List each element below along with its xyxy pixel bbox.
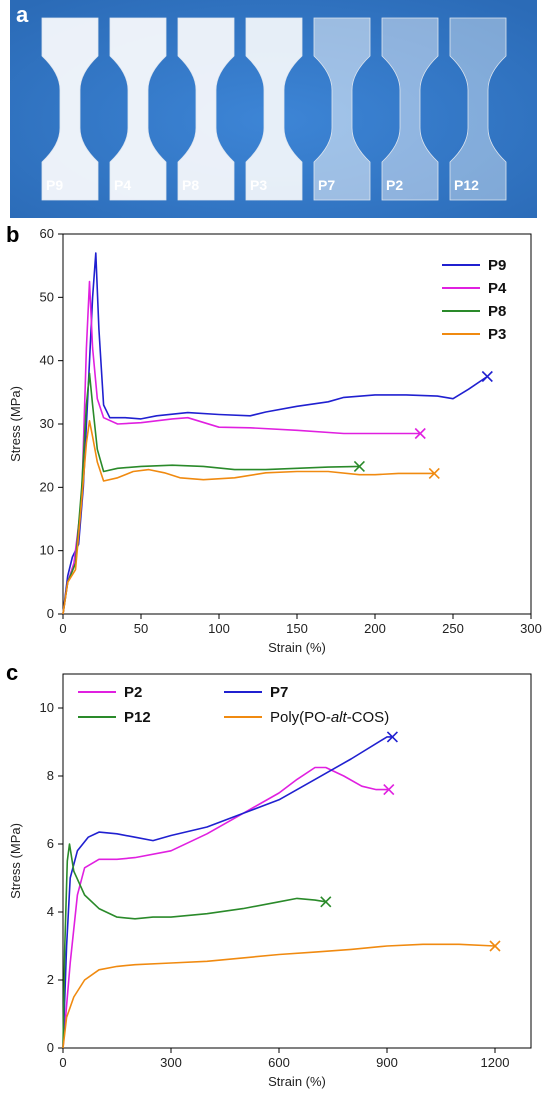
x-tick-label: 300: [520, 621, 542, 636]
stress-strain-chart-b: b 0 50 100 150 200 250 300 0 10 20 30 40 50 60 Strain (…: [6, 222, 542, 655]
series-line-p3: [62, 420, 435, 615]
break-marker-p9: [481, 370, 493, 383]
series-line-p9: [62, 252, 488, 615]
x-axis-label: Strain (%): [268, 640, 326, 655]
x-tick-label: 0: [59, 1055, 66, 1070]
specimen-label-p3: P3: [250, 177, 267, 193]
specimen-p3: [245, 17, 303, 201]
y-tick-label: 40: [40, 353, 54, 368]
y-tick-label: 4: [47, 904, 54, 919]
specimen-p9: [41, 17, 99, 201]
x-tick-label: 50: [134, 621, 148, 636]
specimen-photo-panel: a P9 P4 P8 P3 P7 P2 P12: [10, 0, 537, 218]
y-tick-label: 0: [47, 1040, 54, 1055]
specimen-p4: [109, 17, 167, 201]
break-marker-p8: [353, 460, 365, 472]
y-tick-label: 20: [40, 479, 54, 494]
y-tick-label: 2: [47, 972, 54, 987]
x-tick-label: 250: [442, 621, 464, 636]
x-tick-label: 300: [160, 1055, 182, 1070]
break-marker-p2: [383, 784, 395, 796]
series-line-p8: [62, 372, 360, 615]
series-line-p12: [62, 843, 326, 1049]
plot-frame: [62, 233, 532, 615]
specimen-p12: [449, 17, 507, 201]
y-axis-label: Stress (MPa): [8, 386, 23, 462]
legend-label-p4: P4: [488, 280, 507, 297]
y-tick-label: 0: [47, 606, 54, 621]
x-axis-label: Strain (%): [268, 1074, 326, 1089]
stress-strain-chart-c: c 0 300 600 900 1200 0 2 4 6 8 10 Strain (%) Stress (…: [6, 660, 532, 1089]
break-marker-p3: [428, 467, 440, 479]
specimen-p2: [381, 17, 439, 201]
x-tick-label: 150: [286, 621, 308, 636]
break-marker-p4: [414, 427, 426, 440]
legend-label-p12: P12: [124, 709, 151, 726]
break-marker-poly-po-alt-cos: [489, 940, 501, 952]
legend-label-p7: P7: [270, 684, 288, 701]
x-tick-label: 600: [268, 1055, 290, 1070]
legend-label-p9: P9: [488, 257, 506, 274]
x-tick-label: 200: [364, 621, 386, 636]
y-tick-label: 60: [40, 226, 54, 241]
legend-label-p8: P8: [488, 303, 506, 320]
break-marker-p7: [386, 731, 398, 743]
x-tick-label: 900: [376, 1055, 398, 1070]
panel-letter-a: a: [16, 2, 29, 27]
legend-label-p2: P2: [124, 684, 142, 701]
specimen-p8: [177, 17, 235, 201]
specimen-label-p2: P2: [386, 177, 403, 193]
y-axis-label: Stress (MPa): [8, 823, 23, 899]
specimen-label-p8: P8: [182, 177, 199, 193]
y-tick-label: 10: [40, 700, 54, 715]
specimen-label-p4: P4: [114, 177, 131, 193]
x-tick-label: 100: [208, 621, 230, 636]
y-tick-label: 8: [47, 768, 54, 783]
specimen-label-p12: P12: [454, 177, 479, 193]
series-line-poly-po-alt-cos: [62, 943, 496, 1049]
x-tick-label: 0: [59, 621, 66, 636]
panel-letter-c: c: [6, 660, 18, 685]
y-tick-label: 30: [40, 416, 54, 431]
legend-label-p3: P3: [488, 326, 506, 343]
plot-frame: [62, 673, 532, 1049]
specimen-p7: [313, 17, 371, 201]
series-line-p2: [62, 766, 389, 1049]
series-line-p7: [62, 736, 393, 1049]
specimen-label-p7: P7: [318, 177, 335, 193]
break-marker-p12: [320, 896, 332, 908]
panel-letter-b: b: [6, 222, 19, 247]
y-tick-label: 6: [47, 836, 54, 851]
y-tick-label: 50: [40, 289, 54, 304]
legend-label-poly-po-alt-cos: Poly(PO-alt-COS): [270, 709, 389, 726]
specimen-label-p9: P9: [46, 177, 63, 193]
series-line-p4: [62, 280, 421, 615]
x-tick-label: 1200: [481, 1055, 510, 1070]
y-tick-label: 10: [40, 543, 54, 558]
